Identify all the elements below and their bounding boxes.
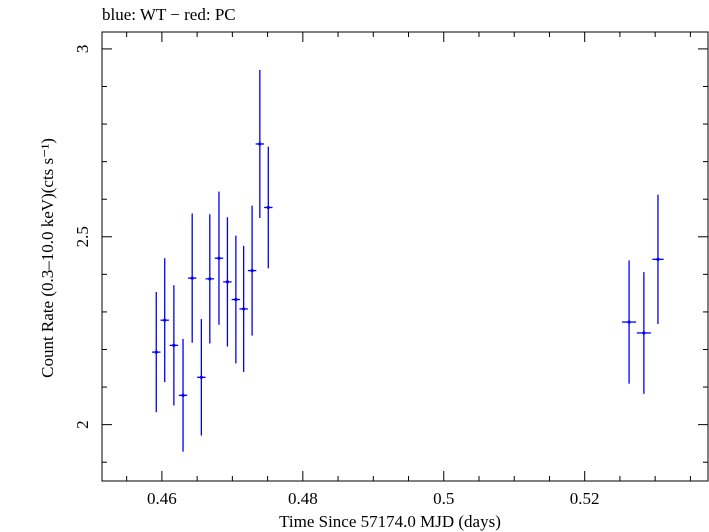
x-axis-ticks: 0.46 0.48 0.5 0.52 (126, 32, 691, 508)
data-point (239, 245, 248, 373)
x-axis-label: Time Since 57174.0 MJD (days) (279, 512, 501, 531)
point-marker (199, 375, 203, 379)
data-point (197, 319, 206, 436)
data-point (178, 338, 188, 452)
data-point (247, 205, 257, 336)
data-points (152, 69, 664, 452)
point-marker (154, 350, 158, 354)
point-marker (242, 307, 246, 311)
x-tick-label: 0.48 (288, 489, 318, 508)
chart-title: blue: WT − red: PC (102, 5, 236, 24)
data-point (160, 258, 169, 383)
x-tick-label: 0.52 (570, 489, 600, 508)
point-marker (642, 331, 646, 335)
y-tick-label: 2 (73, 420, 92, 429)
point-marker (266, 205, 270, 210)
data-point (223, 217, 232, 347)
data-point (622, 260, 637, 384)
point-marker (627, 320, 631, 324)
point-marker (217, 256, 221, 260)
y-axis-ticks: 22.53 (73, 45, 708, 463)
point-marker (190, 276, 194, 280)
point-marker (181, 393, 185, 397)
point-marker (258, 142, 262, 146)
y-tick-label: 2.5 (73, 226, 92, 247)
data-point (264, 146, 273, 269)
y-axis-label: Count Rate (0.3–10.0 keV)(cts s⁻¹) (38, 138, 57, 378)
data-point (152, 292, 161, 413)
x-tick-label: 0.46 (147, 489, 177, 508)
data-point (636, 272, 651, 394)
data-point (214, 191, 224, 325)
point-marker (250, 268, 254, 273)
data-point (652, 194, 664, 324)
data-point (205, 214, 215, 344)
point-marker (172, 343, 176, 347)
point-marker (163, 318, 167, 322)
point-marker (656, 257, 660, 261)
point-marker (225, 280, 230, 284)
data-point (187, 213, 197, 343)
data-point (231, 235, 241, 364)
x-tick-label: 0.5 (433, 489, 454, 508)
y-tick-label: 3 (73, 45, 92, 54)
data-point (169, 285, 179, 406)
plot-frame (101, 31, 709, 482)
point-marker (208, 277, 212, 281)
point-marker (234, 297, 238, 302)
data-point (255, 69, 265, 218)
